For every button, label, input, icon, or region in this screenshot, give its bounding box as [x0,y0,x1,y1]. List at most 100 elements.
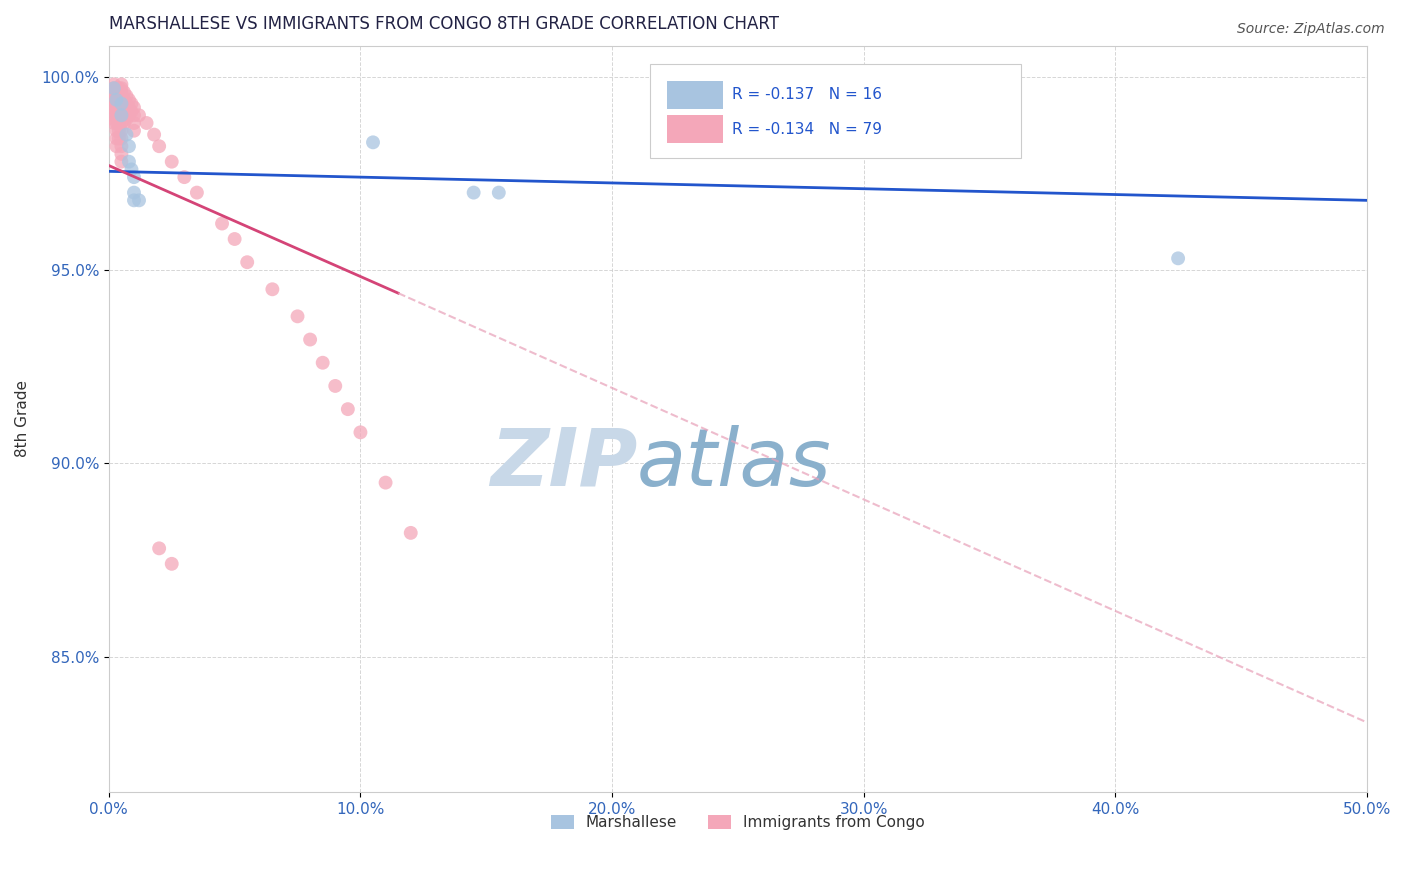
Point [173,170,195,185]
Point [103,101,125,115]
Point [160,154,183,169]
Point [110,116,132,130]
Point [110,131,132,145]
Text: atlas: atlas [637,425,832,502]
Point [110,108,132,122]
FancyBboxPatch shape [668,115,723,144]
Legend: Marshallese, Immigrants from Congo: Marshallese, Immigrants from Congo [544,809,931,837]
Point [110,124,132,138]
Point [312,356,335,370]
Point [118,139,141,153]
Point [121,96,143,111]
FancyBboxPatch shape [668,81,723,109]
Point [105,93,128,107]
Point [128,108,150,122]
Point [115,96,138,111]
Point [112,85,135,99]
Point [262,282,284,296]
Point [143,128,166,142]
Point [105,101,128,115]
Text: Source: ZipAtlas.com: Source: ZipAtlas.com [1237,22,1385,37]
Point [103,112,125,127]
Y-axis label: 8th Grade: 8th Grade [15,380,30,458]
Point [110,85,132,99]
Point [115,89,138,103]
Point [110,139,132,153]
Point [118,101,141,115]
Point [160,557,183,571]
Point [105,108,128,122]
Text: MARSHALLESE VS IMMIGRANTS FROM CONGO 8TH GRADE CORRELATION CHART: MARSHALLESE VS IMMIGRANTS FROM CONGO 8TH… [108,15,779,33]
Point [399,525,422,540]
Point [105,131,128,145]
Point [108,116,131,130]
Point [361,136,384,150]
Point [236,255,259,269]
Point [122,108,145,122]
Point [336,402,359,417]
Text: R = -0.137   N = 16: R = -0.137 N = 16 [731,87,882,103]
Point [103,85,125,99]
Point [105,116,128,130]
Point [488,186,510,200]
Point [118,108,141,122]
Point [103,108,125,122]
Point [118,93,141,107]
Point [103,104,125,119]
Point [105,85,128,99]
Point [108,124,131,138]
Point [103,81,125,95]
Point [224,232,246,246]
Point [118,154,141,169]
Point [1167,252,1189,266]
Point [108,108,131,122]
Point [108,101,131,115]
Point [211,217,233,231]
Point [103,89,125,103]
Point [110,81,132,95]
Point [110,154,132,169]
Point [110,147,132,161]
Text: ZIP: ZIP [489,425,637,502]
Point [148,541,170,556]
Point [103,96,125,111]
Point [122,170,145,185]
Point [122,116,145,130]
Point [463,186,485,200]
Point [115,104,138,119]
Point [128,194,150,208]
Point [110,101,132,115]
Point [122,194,145,208]
Point [121,104,143,119]
Point [110,93,132,107]
Point [299,333,322,347]
Point [103,116,125,130]
Point [186,186,208,200]
Point [105,81,128,95]
Point [112,93,135,107]
Point [110,108,132,122]
Text: R = -0.134   N = 79: R = -0.134 N = 79 [731,121,882,136]
Point [122,186,145,200]
Point [135,116,157,130]
Point [112,116,135,130]
Point [112,101,135,115]
Point [105,93,128,107]
Point [103,78,125,92]
Point [287,310,309,324]
Point [323,379,346,393]
Point [110,96,132,111]
Point [115,112,138,127]
FancyBboxPatch shape [650,64,1021,158]
Point [374,475,396,490]
Point [103,81,125,95]
Point [103,93,125,107]
Point [108,131,131,145]
Point [122,101,145,115]
Point [122,124,145,138]
Point [105,124,128,138]
Point [110,78,132,92]
Point [121,162,143,177]
Point [148,139,170,153]
Point [108,85,131,99]
